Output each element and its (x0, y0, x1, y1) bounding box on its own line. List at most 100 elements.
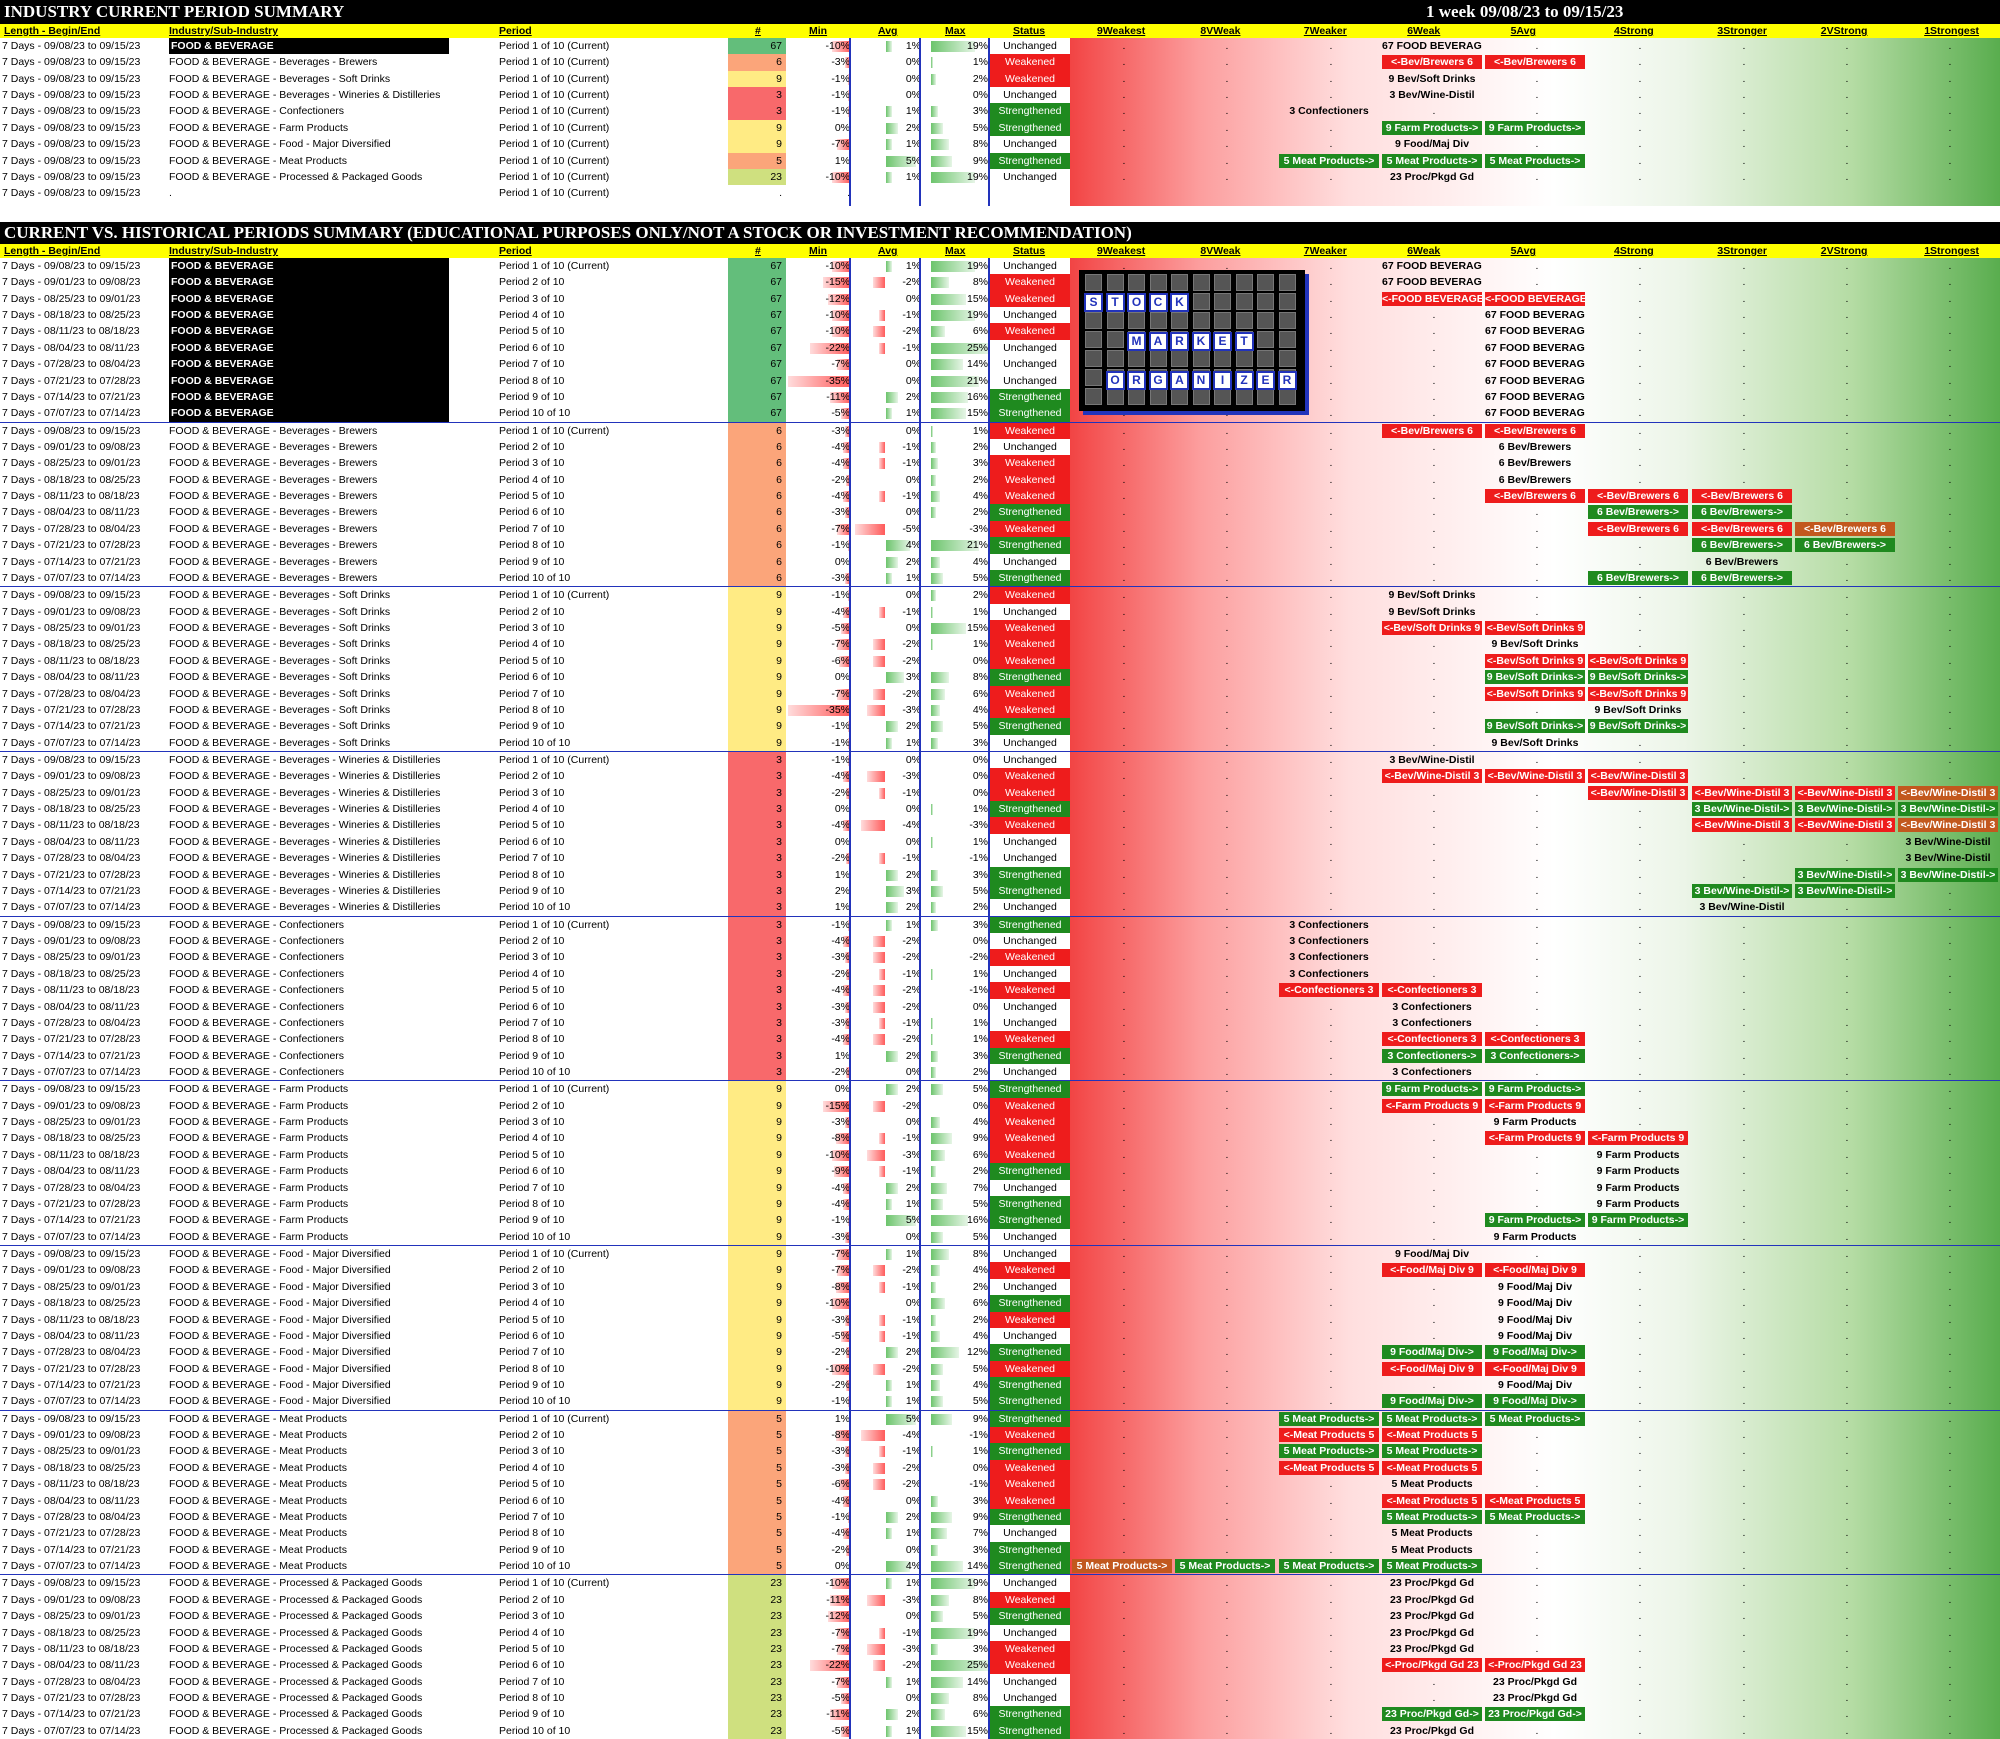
status-badge: Unchanged (1003, 1675, 1057, 1688)
avg-cell: 0% (905, 292, 921, 305)
max-bar (931, 836, 934, 848)
bucket-dot: . (1122, 1197, 1126, 1210)
bucket-dot: . (1948, 1659, 1952, 1672)
length-cell: 7 Days - 08/11/23 to 08/18/23 (2, 1478, 140, 1491)
bucket-marker: 5 Meat Products-> (1279, 1444, 1379, 1459)
table-row: 7 Days - 08/18/23 to 08/25/23 FOOD & BEVE… (0, 1130, 2000, 1147)
table-row: 7 Days - 09/08/23 to 09/15/23 FOOD & BEVE… (0, 152, 2000, 169)
avg-bar (879, 1133, 885, 1145)
logo-letter-tile: A (1148, 331, 1168, 351)
industry-cell: FOOD & BEVERAGE - Meat Products (169, 1429, 347, 1442)
min-cell: 1% (834, 154, 850, 167)
avg-cell: 0% (905, 473, 921, 486)
bucket-dot: . (1122, 1362, 1126, 1375)
period-cell: Period 7 of 10 (499, 852, 565, 865)
bucket-dot: . (1638, 1659, 1642, 1672)
bucket-dot: . (1535, 571, 1539, 584)
bucket-dot: . (1122, 1230, 1126, 1243)
min-bar (841, 1725, 850, 1737)
bucket-label: 5 Meat Products (1391, 1478, 1473, 1491)
count-cell: 5 (728, 1443, 786, 1460)
bucket-dot: . (1432, 1378, 1436, 1391)
avg-cell: 4% (905, 1560, 921, 1572)
table-row: 7 Days - 07/28/23 to 08/04/23 FOOD & BEVE… (0, 1673, 2000, 1690)
logo-grid-tile (1278, 331, 1296, 348)
bucket-dot: . (1845, 918, 1849, 931)
bucket-dot: . (1329, 89, 1333, 102)
period-cell: Period 1 of 10 (Current) (499, 589, 610, 602)
status-badge: Unchanged (1003, 1527, 1057, 1540)
avg-bar (886, 1528, 892, 1540)
bucket-dot: . (1225, 1230, 1229, 1243)
bucket-dot: . (1845, 720, 1849, 733)
bucket-dot: . (1742, 260, 1746, 272)
min-cell: -11% (826, 1593, 850, 1606)
historical-summary-title-bar: CURRENT VS. HISTORICAL PERIODS SUMMARY (… (0, 222, 2000, 244)
bucket-dot: . (1225, 852, 1229, 865)
max-cell: 14% (966, 1675, 988, 1688)
bucket-label: 3 Confectioners (1289, 967, 1369, 980)
bucket-dot: . (1225, 1494, 1229, 1507)
avg-bar (873, 326, 885, 338)
max-cell: 19% (966, 309, 988, 322)
count-cell: 5 (728, 1459, 786, 1477)
length-cell: 7 Days - 08/11/23 to 08/18/23 (2, 325, 140, 338)
bucket-dot: . (1742, 1297, 1746, 1310)
header-industry: Industry/Sub-Industry (169, 245, 279, 257)
length-cell: 7 Days - 07/28/23 to 08/04/23 (2, 358, 141, 371)
bucket-dot: . (1329, 770, 1333, 783)
bucket-label: 9 Bev/Soft Drinks (1491, 638, 1579, 651)
bucket-marker: <-Bev/Brewers 6 (1795, 521, 1895, 536)
avg-cell: 1% (905, 1395, 921, 1408)
bucket-dot: . (1225, 1099, 1229, 1112)
bucket-dot: . (1742, 1642, 1746, 1655)
max-cell: 3% (972, 457, 988, 470)
bucket-dot: . (1329, 1691, 1333, 1704)
bucket-dot: . (1948, 1016, 1952, 1029)
max-bar (931, 1611, 943, 1623)
period-range-label: 1 week 09/08/23 to 09/15/23 (1426, 2, 1624, 21)
bucket-label: 9 Food/Maj Div (1497, 1329, 1573, 1342)
max-cell: 0% (972, 770, 988, 783)
max-cell: 0% (972, 89, 988, 102)
bucket-marker: 5 Meat Products-> (1485, 153, 1585, 168)
bucket-dot: . (1329, 1165, 1333, 1178)
bucket-marker: 5 Meat Products-> (1072, 1559, 1172, 1573)
bucket-dot: . (1122, 835, 1126, 848)
status-badge: Weakened (990, 1130, 1070, 1147)
bucket-dot: . (1122, 40, 1126, 52)
bucket-dot: . (1329, 309, 1333, 322)
bucket-marker: <-Farm Products 9 (1382, 1098, 1482, 1113)
header-bucket-2: 2VStrong (1820, 245, 1868, 257)
bucket-marker: <-Bev/Wine-Distil 3 (1588, 769, 1688, 784)
bucket-dot: . (1638, 1478, 1642, 1491)
bucket-dot: . (1948, 1083, 1952, 1096)
bucket-dot: . (1742, 1313, 1746, 1326)
bucket-dot: . (1742, 441, 1746, 454)
min-cell: 0% (834, 671, 850, 684)
industry-cell: FOOD & BEVERAGE - Processed & Packaged G… (169, 1724, 423, 1737)
bucket-dot: . (1329, 1395, 1333, 1408)
group-separator (0, 915, 2000, 917)
min-cell: -7% (831, 1626, 850, 1639)
min-cell: -1% (831, 72, 850, 85)
length-cell: 7 Days - 09/08/23 to 09/15/23 (2, 1577, 141, 1590)
length-cell: 7 Days - 09/08/23 to 09/15/23 (2, 105, 141, 118)
bucket-dot: . (1432, 1165, 1436, 1178)
bucket-dot: . (1225, 1577, 1229, 1590)
count-cell: 23 (728, 1673, 786, 1690)
count-cell: 9 (728, 701, 786, 719)
bucket-dot: . (1225, 1165, 1229, 1178)
table-row: 7 Days - 09/08/23 to 09/15/23 FOOD & BEVE… (0, 87, 2000, 104)
max-bar (931, 885, 943, 897)
avg-cell: 1% (905, 1197, 921, 1210)
bucket-dot: . (1948, 571, 1952, 584)
bucket-dot: . (1432, 1313, 1436, 1326)
length-cell: 7 Days - 07/14/23 to 07/21/23 (2, 1214, 141, 1227)
bucket-dot: . (1225, 1065, 1229, 1078)
bucket-dot: . (1225, 1264, 1229, 1277)
bucket-dot: . (1432, 1329, 1436, 1342)
bucket-dot: . (1742, 1610, 1746, 1623)
table-row: 7 Days - 09/08/23 to 09/15/23 FOOD & BEVE… (0, 1410, 2000, 1428)
bucket-dot: . (1225, 1461, 1229, 1474)
